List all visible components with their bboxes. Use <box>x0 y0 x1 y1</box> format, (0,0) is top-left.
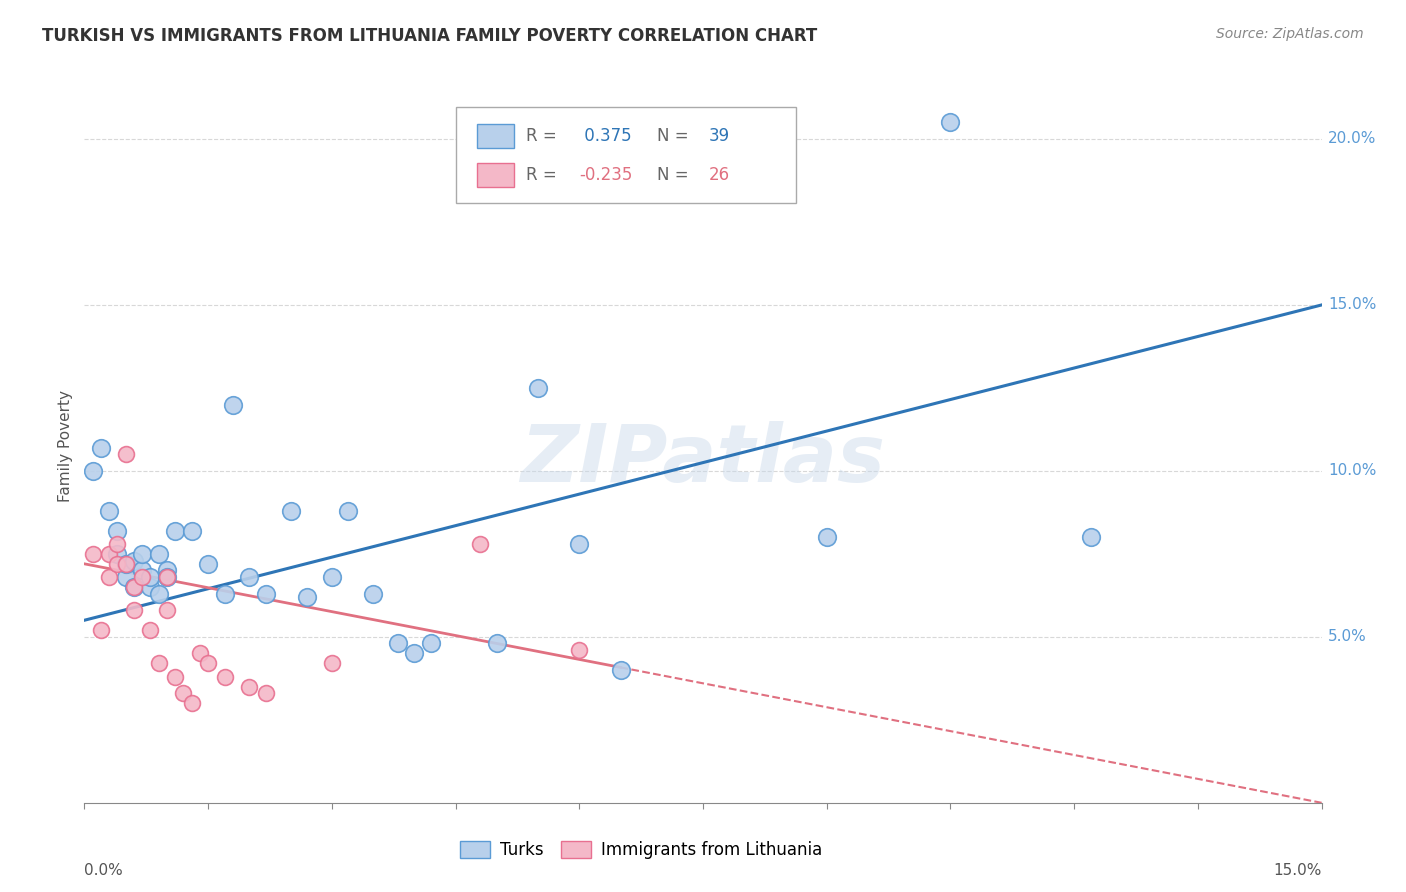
Point <box>90 624 112 638</box>
Point <box>139 624 162 638</box>
Point <box>197 657 219 671</box>
Point <box>148 587 170 601</box>
Point <box>165 524 187 538</box>
Point <box>470 537 492 551</box>
Point <box>122 603 145 617</box>
Point <box>105 537 128 551</box>
Point <box>105 524 128 538</box>
Point <box>156 570 179 584</box>
Point <box>148 547 170 561</box>
Point <box>98 504 121 518</box>
Legend: Turks, Immigrants from Lithuania: Turks, Immigrants from Lithuania <box>454 834 828 866</box>
Point <box>609 663 631 677</box>
Point <box>105 547 128 561</box>
Point <box>404 647 426 661</box>
Text: 20.0%: 20.0% <box>1327 131 1376 146</box>
Text: R =: R = <box>526 166 562 184</box>
Point <box>105 557 128 571</box>
Point <box>337 504 360 518</box>
Text: -0.235: -0.235 <box>579 166 633 184</box>
Point <box>131 564 153 578</box>
Point <box>114 557 136 571</box>
Point <box>156 603 179 617</box>
Text: 15.0%: 15.0% <box>1327 297 1376 312</box>
Point <box>180 524 202 538</box>
Point <box>114 447 136 461</box>
Point <box>98 547 121 561</box>
Text: Source: ZipAtlas.com: Source: ZipAtlas.com <box>1216 27 1364 41</box>
Point <box>172 686 194 700</box>
Text: N =: N = <box>657 128 695 145</box>
Point <box>156 564 179 578</box>
Text: 39: 39 <box>709 128 730 145</box>
Point <box>568 537 591 551</box>
Point <box>238 680 260 694</box>
Point <box>82 547 104 561</box>
Point <box>254 587 277 601</box>
Y-axis label: Family Poverty: Family Poverty <box>58 390 73 502</box>
Point <box>295 590 318 604</box>
Text: 10.0%: 10.0% <box>1327 463 1376 478</box>
Point <box>139 570 162 584</box>
Point <box>939 115 962 129</box>
Text: R =: R = <box>526 128 562 145</box>
Point <box>122 580 145 594</box>
FancyBboxPatch shape <box>456 107 796 203</box>
Text: 0.375: 0.375 <box>579 128 631 145</box>
Point <box>165 670 187 684</box>
Point <box>280 504 302 518</box>
Point <box>156 570 179 584</box>
Point <box>254 686 277 700</box>
Point <box>139 580 162 594</box>
Point <box>527 381 550 395</box>
Point <box>82 464 104 478</box>
Point <box>214 670 236 684</box>
Text: 5.0%: 5.0% <box>1327 630 1367 644</box>
Point <box>321 570 343 584</box>
Point <box>188 647 211 661</box>
Point <box>321 657 343 671</box>
Point <box>815 530 838 544</box>
Point <box>419 636 441 650</box>
Point <box>122 580 145 594</box>
Text: ZIPatlas: ZIPatlas <box>520 421 886 500</box>
Text: 26: 26 <box>709 166 730 184</box>
Point <box>214 587 236 601</box>
Text: 15.0%: 15.0% <box>1274 863 1322 878</box>
Point <box>148 657 170 671</box>
Text: TURKISH VS IMMIGRANTS FROM LITHUANIA FAMILY POVERTY CORRELATION CHART: TURKISH VS IMMIGRANTS FROM LITHUANIA FAM… <box>42 27 817 45</box>
Point <box>197 557 219 571</box>
Point <box>485 636 508 650</box>
Point <box>361 587 384 601</box>
Point <box>122 553 145 567</box>
FancyBboxPatch shape <box>477 162 513 187</box>
Point <box>1080 530 1102 544</box>
Point <box>387 636 409 650</box>
Text: N =: N = <box>657 166 695 184</box>
Point <box>131 570 153 584</box>
Point <box>568 643 591 657</box>
Point <box>238 570 260 584</box>
Point <box>114 557 136 571</box>
FancyBboxPatch shape <box>477 124 513 148</box>
Point <box>180 696 202 710</box>
Point <box>98 570 121 584</box>
Point <box>131 547 153 561</box>
Point <box>114 570 136 584</box>
Text: 0.0%: 0.0% <box>84 863 124 878</box>
Point <box>90 441 112 455</box>
Point <box>222 397 245 411</box>
